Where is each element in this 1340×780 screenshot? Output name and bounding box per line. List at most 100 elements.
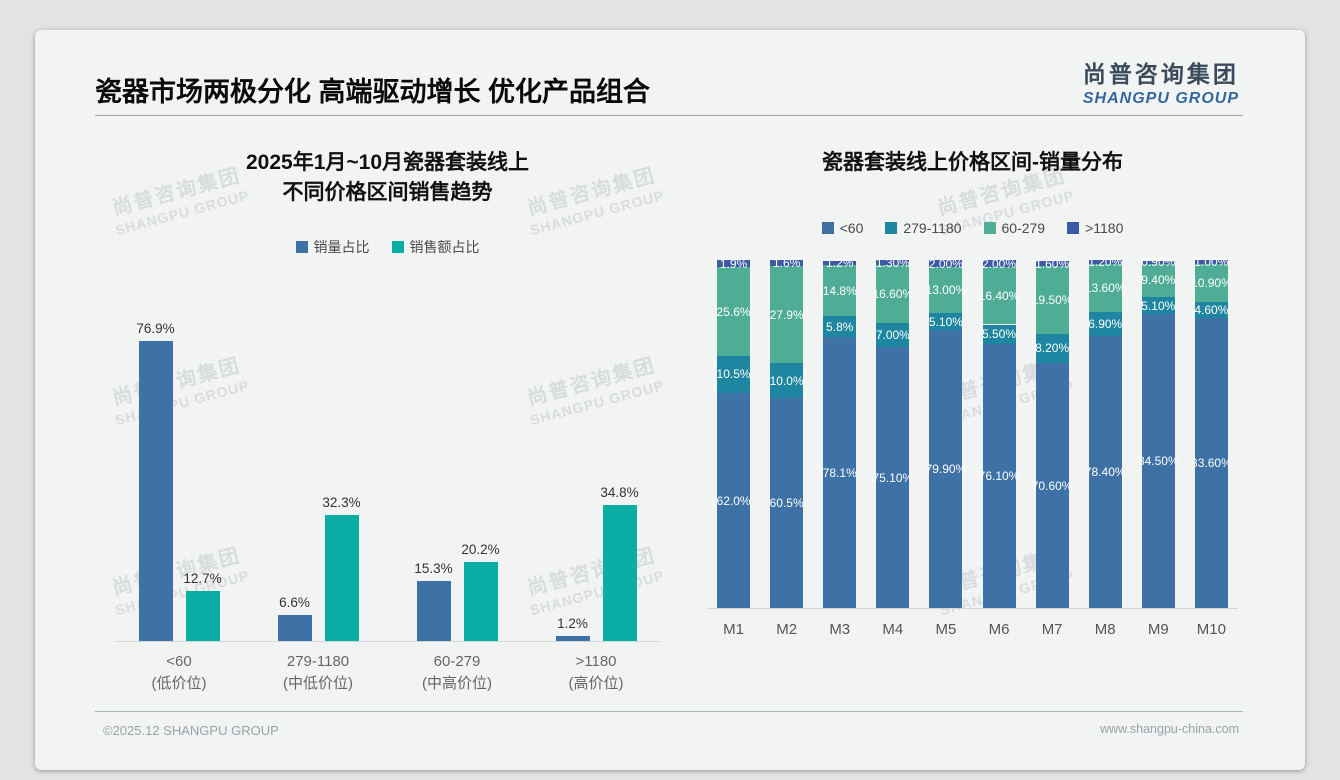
segment-value-label: 14.8%: [822, 283, 857, 298]
company-logo: 尚普咨询集团 SHANGPU GROUP: [1083, 55, 1239, 108]
month-label-M9: M9: [1147, 621, 1169, 639]
legend-item-2: 279-1180: [885, 220, 962, 237]
segment-value-label: 19.50%: [1031, 293, 1073, 308]
bar-value-label: 20.2%: [461, 542, 500, 558]
segment-value-label: 2.00%: [982, 256, 1017, 271]
stacked-bar-M6: 76.10% 5.50% 16.40% 2.00%: [979, 257, 1019, 609]
bar-group->1180: 1.2% 34.8%: [532, 255, 660, 641]
segment->1180-M10: 1.00%: [1194, 255, 1228, 269]
slide-card: 尚普咨询集团 SHANGPU GROUP 尚普咨询集团 SHANGPU GROUP 尚普…: [35, 30, 1305, 770]
segment-value-label: 1.6%: [772, 256, 801, 271]
segment-60-279-M10: 10.90%: [1191, 263, 1232, 302]
month-label-M6: M6: [988, 621, 1010, 639]
segment-60-279-M1: 25.6%: [716, 267, 751, 357]
segment-value-label: 4.60%: [1194, 302, 1229, 317]
segment-60-279-M5: 13.00%: [926, 267, 966, 313]
segment-value-label: 6.90%: [1088, 316, 1123, 331]
bar-value-label: 1.2%: [557, 616, 588, 632]
segment-279-1180-M10: 4.60%: [1194, 301, 1229, 318]
stack-wrap-M8: 78.40% 6.90% 13.60% 1.20%: [1079, 255, 1132, 609]
segment-<60-M1: 62.0%: [716, 392, 751, 609]
stacked-bar-M8: 78.40% 6.90% 13.60% 1.20%: [1085, 255, 1126, 609]
bar-销量占比-60-279: 15.3%: [414, 561, 453, 641]
legend-label: 销售额占比: [409, 238, 480, 255]
legend-item-2: 销售额占比: [391, 237, 480, 257]
segment-value-label: 1.9%: [719, 256, 748, 271]
segment->1180-M1: 1.9%: [717, 257, 751, 271]
segment->1180-M6: 2.00%: [982, 257, 1016, 271]
stack-wrap-M10: 83.60% 4.60% 10.90% 1.00%: [1185, 255, 1238, 609]
month-label-M2: M2: [776, 621, 798, 639]
segment->1180-M8: 1.20%: [1088, 255, 1122, 269]
segment->1180-M7: 1.60%: [1035, 257, 1069, 271]
bar-销量占比-<60: 76.9%: [136, 321, 175, 641]
legend-item-3: 60-279: [983, 220, 1046, 237]
legend-label: 60-279: [1001, 220, 1046, 237]
footer-copyright: ©2025.12 SHANGPU GROUP: [103, 723, 279, 738]
month-label-M7: M7: [1041, 621, 1063, 639]
segment-value-label: 76.10%: [978, 469, 1020, 484]
legend-item-4: >1180: [1067, 220, 1123, 236]
segment-60-279-M2: 27.9%: [769, 266, 804, 364]
footer-divider: [95, 711, 1243, 712]
segment-value-label: 8.20%: [1035, 341, 1070, 356]
segment-<60-M8: 78.40%: [1085, 335, 1126, 609]
bar-value-label: 12.7%: [183, 571, 222, 587]
legend-label: 279-1180: [903, 220, 962, 237]
page-title: 瓷器市场两极分化 高端驱动增长 优化产品组合: [95, 77, 651, 107]
bar-销售额占比-60-279: 20.2%: [461, 542, 500, 641]
stack-wrap-M9: 84.50% 5.10% 9.40% 0.90%: [1132, 255, 1185, 609]
legend-swatch-icon: [821, 222, 834, 235]
segment-value-label: 75.10%: [872, 470, 914, 485]
segment-value-label: 84.50%: [1137, 454, 1179, 469]
bar-销量占比-279-1180: 6.6%: [277, 595, 312, 641]
legend-swatch-icon: [1067, 222, 1080, 235]
left-chart-plot: 76.9% 12.7% 6.6% 32.3% 15.3% 20.2% 1.2% 34.8%: [115, 255, 660, 642]
segment-value-label: 1.60%: [1035, 256, 1070, 271]
segment-value-label: 1.2%: [826, 255, 854, 270]
stacked-bar-M3: 78.1% 5.8% 14.8% 1.2%: [822, 256, 857, 609]
segment-value-label: 1.00%: [1194, 254, 1229, 269]
segment-279-1180-M9: 5.10%: [1141, 296, 1175, 315]
stacked-bar-M7: 70.60% 8.20% 19.50% 1.60%: [1032, 257, 1072, 609]
bar-销售额占比-279-1180: 32.3%: [322, 495, 361, 641]
segment-value-label: 78.40%: [1084, 465, 1126, 480]
segment->1180-M2: 1.6%: [770, 256, 804, 270]
stack-wrap-M5: 79.90% 5.10% 13.00% 2.00%: [919, 256, 972, 609]
left-chart-category-axis: <60 (低价位) 279-1180 (中低价位) 60-279 (中高价位) >1180(…: [115, 642, 660, 695]
legend-label: >1180: [1085, 220, 1124, 237]
segment-value-label: 70.60%: [1031, 478, 1073, 493]
legend-item-1: 销量占比: [295, 237, 370, 257]
right-chart-plot: 62.0% 10.5% 25.6% 1.9% 60.5% 10.0% 27.9% 1.6% 78…: [707, 255, 1238, 610]
segment-value-label: 2.00%: [928, 256, 963, 271]
segment-<60-M3: 78.1%: [823, 336, 857, 609]
segment-279-1180-M5: 5.10%: [929, 312, 963, 331]
bar-value-label: 34.8%: [600, 485, 639, 501]
segment-value-label: 27.9%: [769, 307, 804, 322]
segment-<60-M10: 83.60%: [1191, 317, 1232, 609]
month-label-M8: M8: [1094, 621, 1116, 639]
bar-销售额占比-<60: 12.7%: [183, 571, 222, 641]
segment-60-279-M7: 19.50%: [1032, 266, 1072, 335]
segment-<60-M4: 75.10%: [872, 347, 913, 609]
right-chart-panel: 瓷器套装线上价格区间-销量分布 <60 279-1180 60-279 >1180 6…: [685, 140, 1260, 638]
right-chart-title: 瓷器套装线上价格区间-销量分布: [685, 148, 1260, 208]
segment-279-1180-M3: 5.8%: [823, 316, 857, 337]
stack-wrap-M1: 62.0% 10.5% 25.6% 1.9%: [707, 257, 760, 609]
segment-value-label: 9.40%: [1141, 273, 1176, 288]
title-divider: [95, 115, 1243, 116]
left-chart-title-line1: 2025年1月~10月瓷器套装线上: [245, 151, 530, 174]
segment-value-label: 13.00%: [925, 283, 967, 298]
segment-60-279-M9: 9.40%: [1141, 263, 1176, 297]
segment-279-1180-M4: 7.00%: [875, 322, 910, 348]
segment-value-label: 0.90%: [1141, 255, 1176, 270]
category-label-60-279: 60-279 (中高价位): [422, 652, 492, 692]
bar-group-60-279: 15.3% 20.2%: [393, 255, 521, 641]
logo-english-name: SHANGPU GROUP: [1082, 90, 1239, 107]
segment-<60-M7: 70.60%: [1032, 362, 1072, 609]
segment-value-label: 25.6%: [716, 304, 751, 319]
segment-value-label: 62.0%: [716, 493, 751, 508]
segment-value-label: 7.00%: [875, 327, 910, 342]
stack-wrap-M2: 60.5% 10.0% 27.9% 1.6%: [760, 256, 813, 609]
segment-<60-M2: 60.5%: [770, 397, 804, 609]
